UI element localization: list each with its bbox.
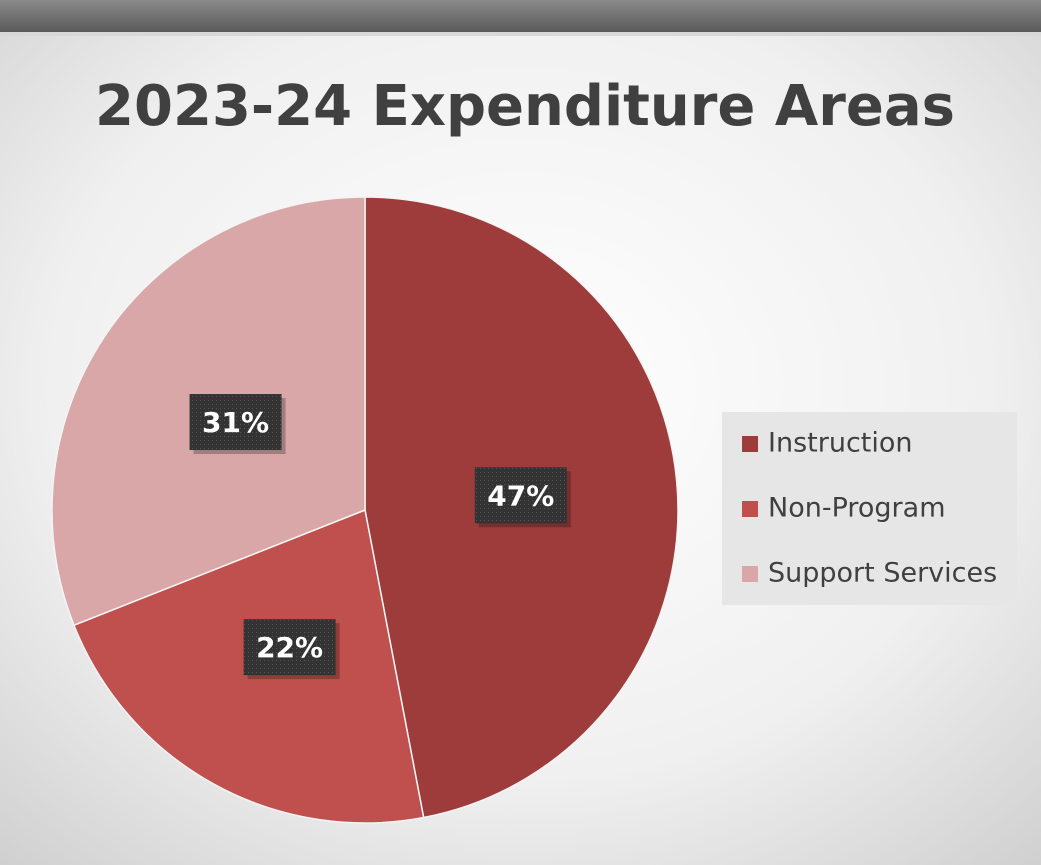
legend-swatch <box>742 566 758 582</box>
legend-label: Support Services <box>768 558 997 589</box>
data-label: 31% <box>202 406 269 439</box>
top-bar-edge <box>0 32 1041 36</box>
data-label-box <box>189 394 282 451</box>
data-label-box <box>474 467 567 524</box>
chart-title: 2023-24 Expenditure Areas <box>95 74 955 139</box>
legend-swatch <box>742 501 758 517</box>
data-label: 47% <box>487 479 554 512</box>
data-label-box <box>243 619 336 676</box>
top-bar <box>0 0 1041 32</box>
legend-label: Non-Program <box>768 493 946 524</box>
data-label: 22% <box>256 631 323 664</box>
legend-swatch <box>742 436 758 452</box>
legend-label: Instruction <box>768 428 913 459</box>
legend <box>722 412 1017 605</box>
